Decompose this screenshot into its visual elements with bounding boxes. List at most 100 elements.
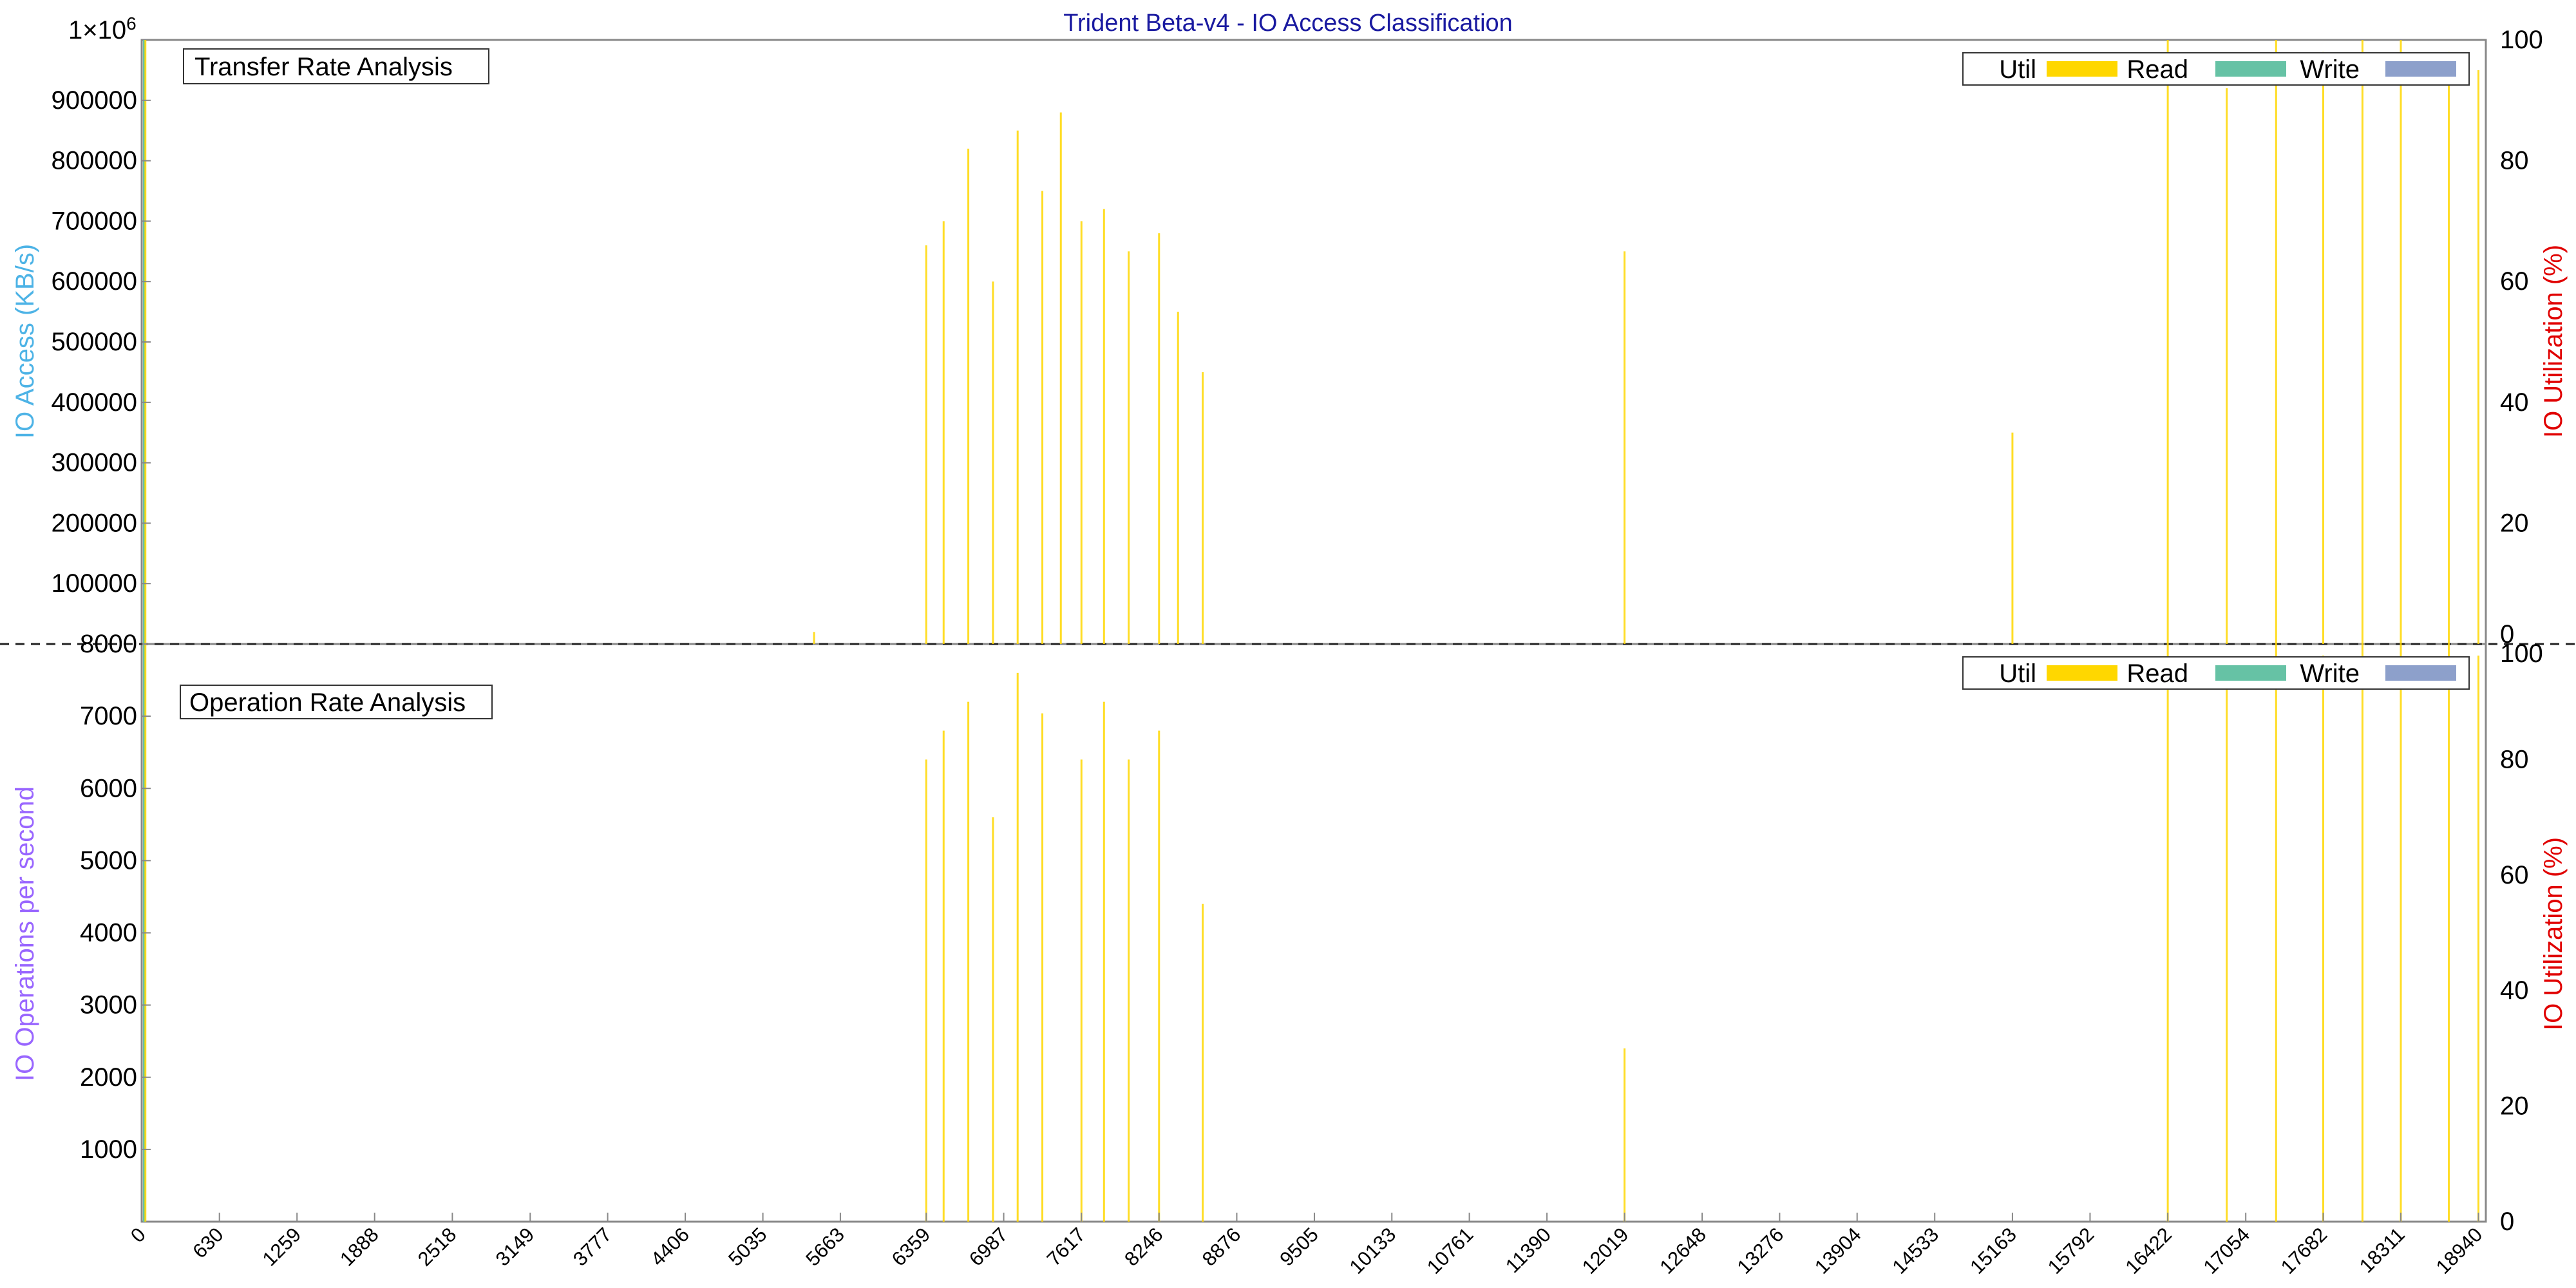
util-bar: [2477, 655, 2480, 1222]
bottom-y-tick-label: 7000: [80, 702, 137, 730]
bottom-legend: Util Read Write: [1962, 656, 2470, 690]
x-tick-label: 14533: [1888, 1223, 1943, 1278]
x-tick-label: 16422: [2121, 1223, 2176, 1278]
util-bar: [1103, 701, 1105, 1222]
util-bar: [967, 148, 970, 645]
x-tick-label: 12019: [1578, 1223, 1633, 1278]
top-y-tick-label: 700000: [52, 207, 137, 235]
util-bar: [1202, 904, 1204, 1222]
util-bar: [925, 245, 927, 644]
util-bar: [2361, 644, 2363, 1222]
top-annotation: Transfer Rate Analysis: [194, 53, 453, 81]
util-bar: [1128, 251, 1130, 644]
bottom-y-tick-label: 2000: [80, 1063, 137, 1092]
x-tick-label: 8246: [1120, 1223, 1168, 1271]
legend-swatch-read: [2215, 61, 2286, 77]
top-y2-ticks: 0 20 40 60 80 100: [2500, 26, 2543, 649]
top-y-axis-title: IO Access (KB/s): [11, 244, 39, 439]
util-bar: [1128, 759, 1130, 1222]
top-y2-axis-title: IO Utilization (%): [2539, 245, 2568, 438]
util-bar: [942, 221, 945, 644]
util-bar: [1624, 1048, 1626, 1222]
x-tick-label: 2518: [413, 1223, 461, 1271]
top-y2-tick-label: 0: [2500, 620, 2514, 649]
top-y-ticks: 100000 200000 300000 400000 500000 600000 7000…: [52, 86, 151, 598]
util-bar: [925, 759, 927, 1222]
x-tick-label: 17682: [2277, 1223, 2332, 1278]
bottom-y-tick-label: 5000: [80, 846, 137, 875]
util-bar: [2477, 70, 2480, 644]
x-tick-label: 5035: [724, 1223, 772, 1271]
legend-label-read: Read: [2126, 55, 2188, 84]
top-y2-tick-label: 80: [2500, 147, 2529, 175]
util-bar: [2226, 672, 2228, 1222]
bottom-y2-ticks: 0 20 40 60 80 100: [2500, 639, 2543, 1236]
legend-swatch-write: [2385, 665, 2456, 681]
top-y-tick-label: 900000: [52, 86, 137, 115]
top-y-tick-label: 600000: [52, 267, 137, 296]
x-tick-label: 1259: [258, 1223, 306, 1271]
legend-swatch-read: [2215, 665, 2286, 681]
x-tick-label: 630: [188, 1223, 227, 1262]
top-y-tick-label: 800000: [52, 147, 137, 175]
bottom-y-tick-label: 4000: [80, 919, 137, 947]
util-bar: [2322, 52, 2324, 644]
x-tick-label: 17054: [2199, 1223, 2254, 1278]
bottom-y2-axis-title: IO Utilization (%): [2539, 837, 2568, 1030]
x-tick-label: 12648: [1655, 1223, 1710, 1278]
util-bar: [1016, 672, 1019, 1222]
chart-title: Trident Beta-v4 - IO Access Classificati…: [1063, 10, 1513, 37]
x-tick-label: 1888: [336, 1223, 383, 1271]
x-tick-label: 6359: [887, 1223, 935, 1271]
x-tick-label: 18940: [2432, 1223, 2487, 1278]
bottom-y-tick-label: 1000: [80, 1135, 137, 1164]
util-bar: [1624, 251, 1626, 644]
top-bars: [142, 40, 2480, 645]
x-tick-label: 10761: [1423, 1223, 1478, 1278]
top-y-tick-label: 100000: [52, 569, 137, 598]
util-bar: [992, 281, 994, 644]
util-bar: [1177, 312, 1179, 645]
legend-swatch-write: [2385, 61, 2456, 77]
bottom-y-tick-label: 8000: [80, 630, 137, 658]
util-bar: [2400, 40, 2402, 644]
x-tick-label: 15163: [1965, 1223, 2021, 1278]
top-y-tick-label: 400000: [52, 388, 137, 417]
util-bar: [2226, 88, 2228, 645]
top-y2-tick-label: 20: [2500, 509, 2529, 537]
bottom-y2-tick-label: 100: [2500, 639, 2543, 668]
bottom-y2-tick-label: 20: [2500, 1092, 2529, 1121]
util-bar: [992, 817, 994, 1222]
x-tick-label: 5663: [801, 1223, 849, 1271]
util-bar: [2275, 40, 2277, 644]
util-bar: [1041, 713, 1044, 1222]
x-tick-label: 18311: [2355, 1223, 2409, 1277]
bottom-plot-frame: [140, 643, 2487, 1223]
top-y-tick-label: 300000: [52, 449, 137, 477]
bottom-annotation: Operation Rate Analysis: [189, 688, 466, 717]
x-tick-label: 15792: [2043, 1223, 2099, 1278]
util-bar: [942, 730, 945, 1222]
legend-swatch-util: [2047, 61, 2117, 77]
x-tick-label: 0: [126, 1223, 150, 1247]
util-bar: [967, 701, 970, 1222]
x-tick-label: 13276: [1733, 1223, 1788, 1278]
bottom-y-tick-label: 3000: [80, 991, 137, 1019]
bottom-y2-tick-label: 80: [2500, 745, 2529, 773]
legend-label-write: Write: [2300, 55, 2360, 84]
bottom-y2-tick-label: 40: [2500, 976, 2529, 1005]
x-tick-label: 9505: [1275, 1223, 1323, 1271]
util-bar: [2448, 52, 2450, 644]
x-tick-label: 7617: [1043, 1223, 1090, 1271]
legend-swatch-util: [2047, 665, 2117, 681]
top-plot-frame: [140, 39, 2487, 645]
legend-label-read: Read: [2126, 659, 2188, 688]
x-tick-label: 6987: [965, 1223, 1012, 1271]
util-bar: [1080, 221, 1083, 644]
bottom-y2-tick-label: 0: [2500, 1208, 2514, 1236]
util-bar: [813, 632, 815, 644]
util-bar: [1059, 112, 1062, 644]
top-annotation-box: [183, 48, 489, 84]
util-bar: [1016, 130, 1019, 644]
